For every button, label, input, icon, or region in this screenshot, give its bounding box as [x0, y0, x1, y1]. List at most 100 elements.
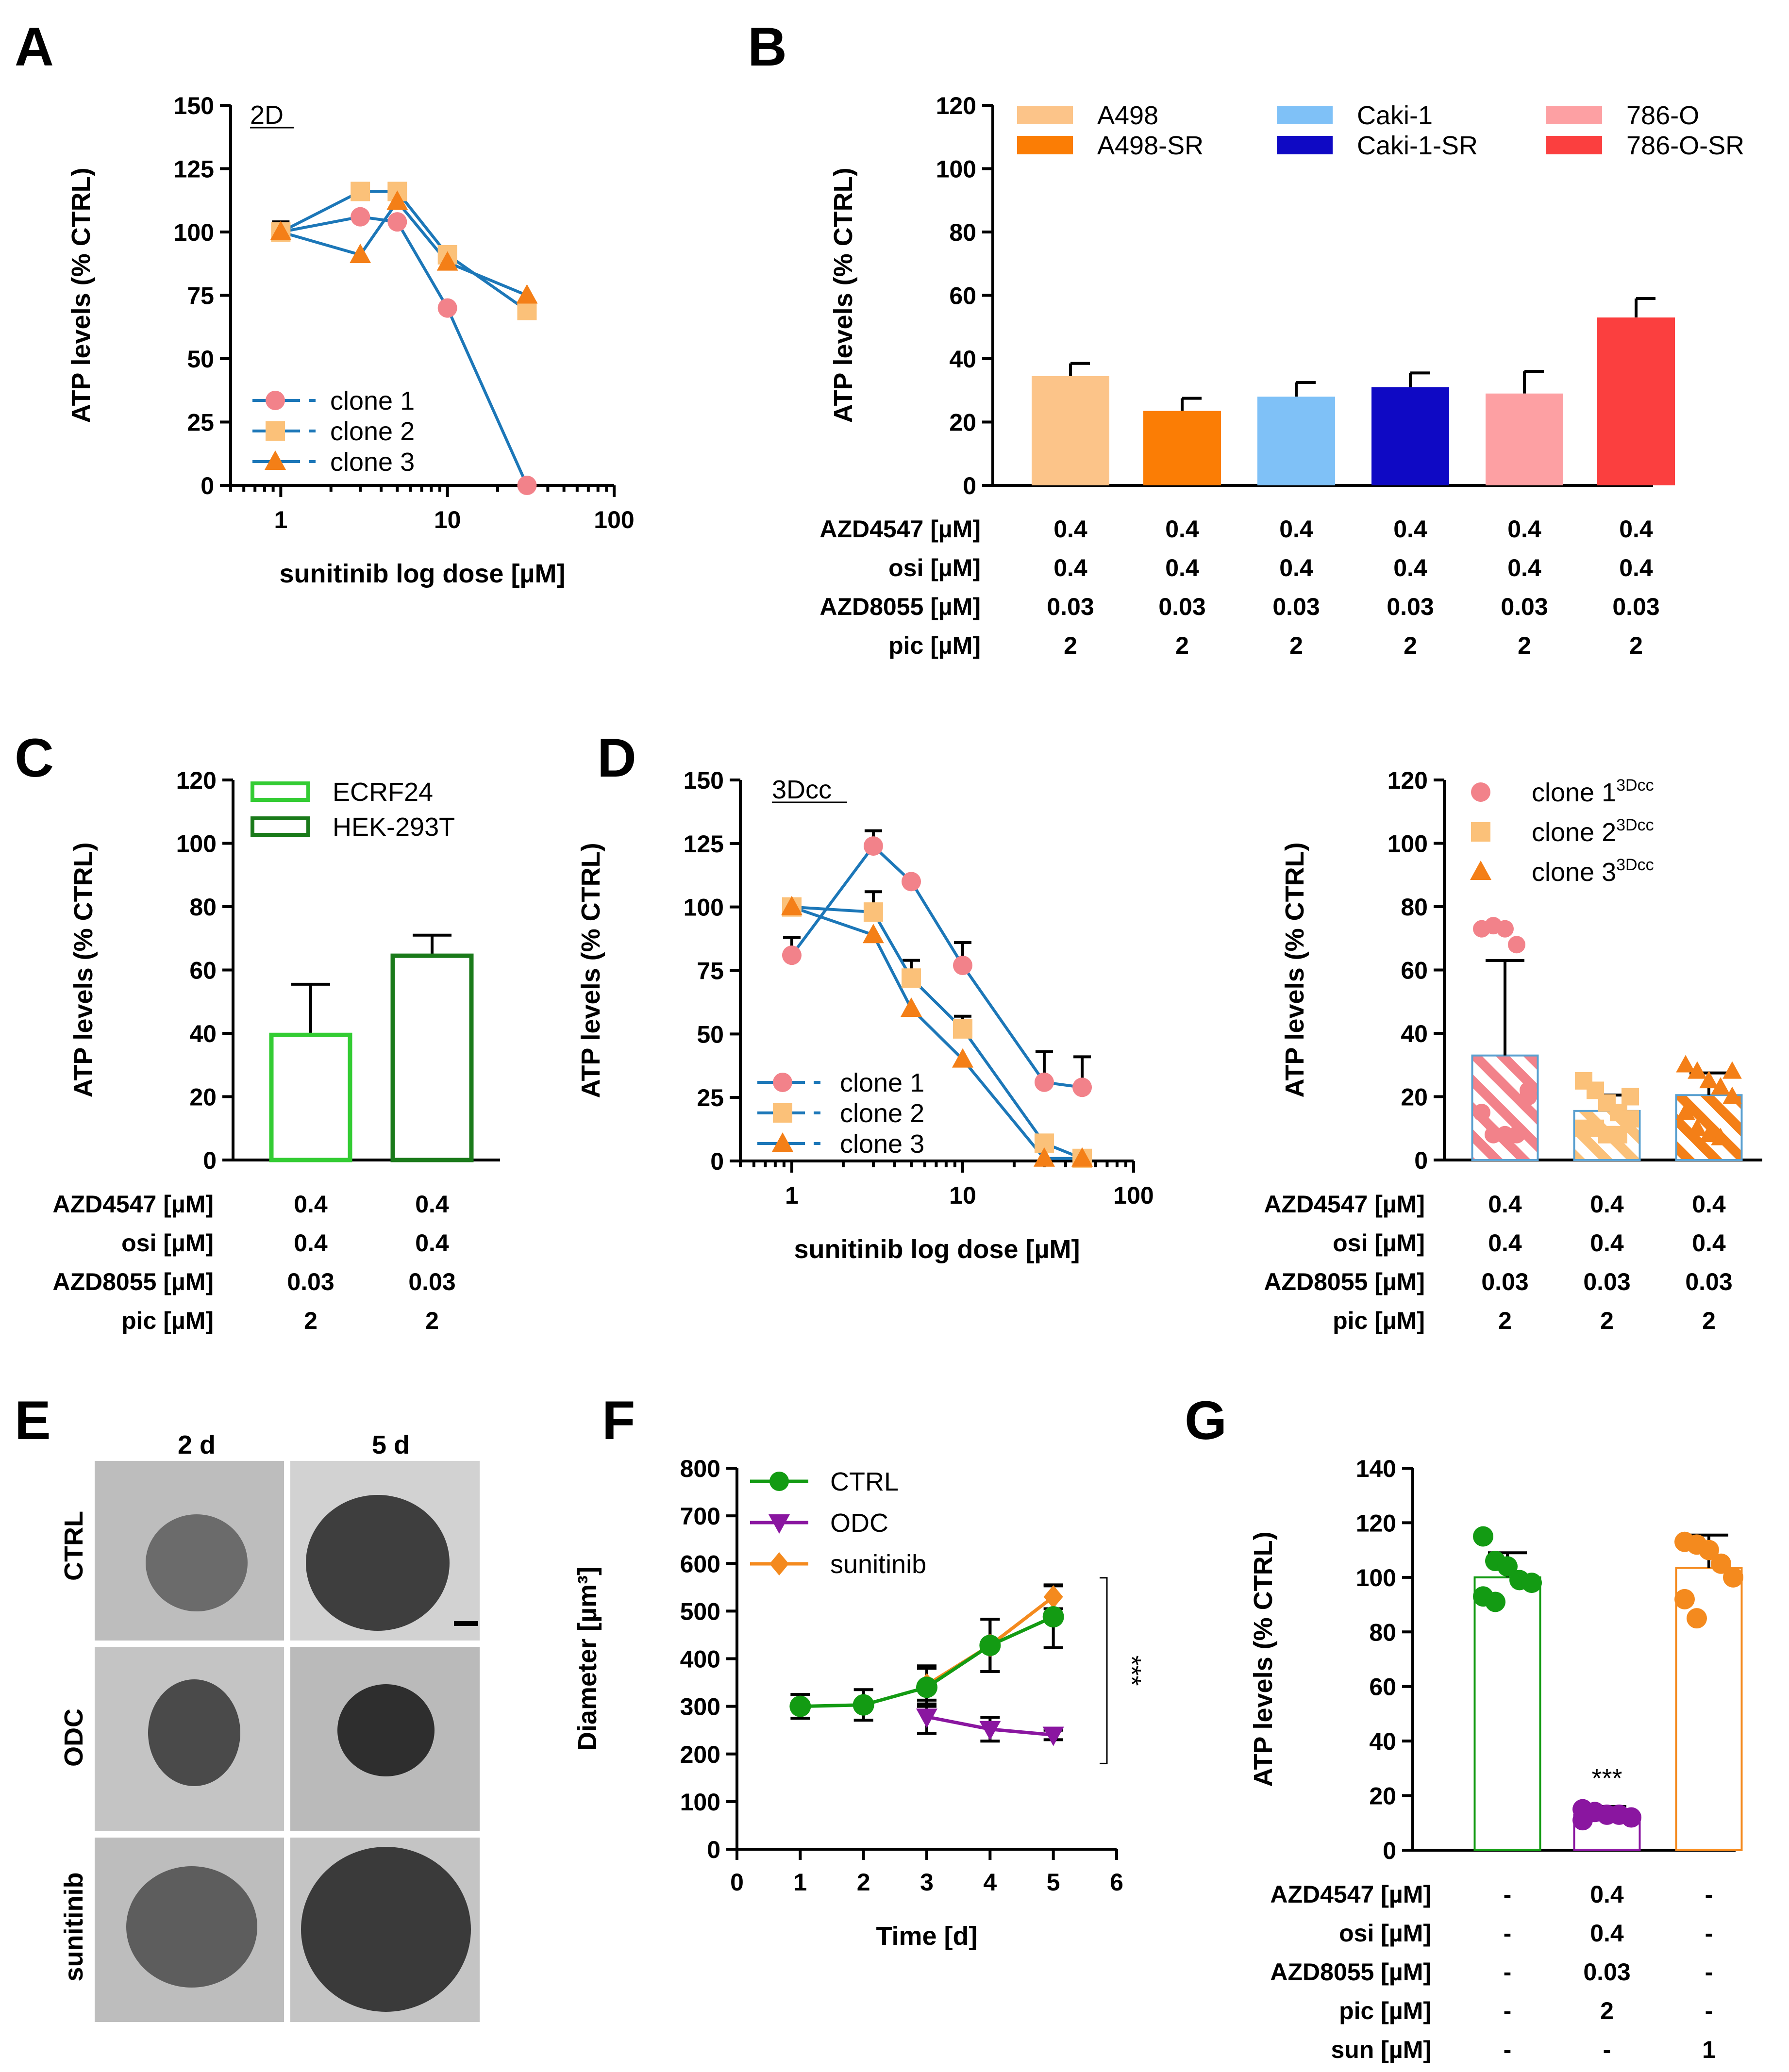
panel-d2-y-tick-label: 20: [1401, 1084, 1428, 1111]
panel-a-y-tick-label: 25: [187, 409, 214, 436]
panel-d2-y-tick-label: 80: [1401, 894, 1428, 921]
panel-d2-treatment-value: 0.4: [1488, 1191, 1522, 1218]
panel-b-treatment-value: 0.03: [1158, 593, 1205, 620]
panel-b-legend-swatch: [1277, 136, 1333, 154]
e-row-label-sunitinib: sunitinib: [59, 1873, 88, 1982]
panel-d2-legend-marker: [1471, 782, 1490, 802]
panel-f-x-tick-label: 0: [730, 1869, 744, 1896]
panel-d1-point-clone-2: [953, 1019, 972, 1039]
panel-d1-x-tick-label: 10: [949, 1182, 976, 1209]
panel-d2-point-clone-2: [1622, 1110, 1639, 1128]
panel-a-point-clone-1: [437, 298, 457, 318]
panel-d2-treatment-value: 2: [1702, 1307, 1716, 1334]
panel-d2-y-tick-label: 100: [1388, 830, 1428, 858]
panel-f-point-ODC: [1042, 1726, 1064, 1746]
panel-d2-chart: 0 20 40 60 80 100 120 ATP levels (% CTRL) clone …: [1264, 767, 1762, 1334]
panel-b-legend-swatch: [1017, 106, 1073, 124]
panel-c-y-tick-label: 20: [189, 1084, 217, 1111]
panel-f-y-tick-label: 500: [680, 1598, 720, 1625]
panel-f-y-tick-label: 300: [680, 1693, 720, 1721]
panel-d2-y-tick-label: 0: [1414, 1147, 1428, 1174]
panel-d2-treatment-value: 0.03: [1685, 1268, 1732, 1295]
panel-a-legend-marker: [266, 421, 285, 441]
panel-b-treatment-value: 0.4: [1393, 554, 1427, 581]
panel-g-treatment-label: AZD8055 [µM]: [1270, 1958, 1431, 1986]
panel-g-point-ODC: [1572, 1810, 1593, 1831]
panel-c-treatment-value: 0.4: [415, 1229, 449, 1257]
panel-a-y-tick-label: 100: [174, 219, 214, 246]
panel-b-legend-swatch: [1546, 106, 1602, 124]
panel-b-treatment-value: 0.4: [1279, 554, 1313, 581]
panel-d1-legend-marker: [773, 1073, 792, 1092]
panel-d2-point-clone-3: [1722, 1086, 1742, 1104]
panel-a-point-clone-3: [350, 243, 371, 263]
panel-b-legend-label: Caki-1: [1357, 101, 1433, 130]
e-spheroid-sunitinib-5d: [301, 1847, 471, 2012]
panel-f-x-tick-label: 4: [983, 1869, 997, 1896]
panel-g-treatment-value: -: [1504, 1920, 1512, 1947]
panel-d2-point-clone-3: [1699, 1125, 1719, 1143]
panel-b-legend-label: 786-O: [1626, 101, 1699, 130]
panel-g-y-tick-label: 80: [1369, 1619, 1396, 1646]
panel-a-x-tick-label: 100: [594, 506, 634, 533]
panel-c-bar-ECRF24: [269, 1032, 352, 1162]
panel-c-treatment-value: 0.4: [415, 1191, 449, 1218]
panel-b-treatment-value: 0.03: [1387, 593, 1434, 620]
panel-d1-point-clone-1: [782, 945, 802, 965]
panel-b-treatment-value: 2: [1629, 632, 1643, 659]
panel-b-bar-786-O: [1486, 393, 1563, 485]
panel-f-point-CTRL: [789, 1695, 811, 1717]
panel-d1-point-clone-2: [902, 968, 921, 988]
panel-b-treatment-value: 0.03: [1047, 593, 1094, 620]
panel-f-significance-label: ***: [1117, 1656, 1146, 1686]
panel-g-treatment-value: -: [1504, 1958, 1512, 1986]
panel-d2-treatment-value: 0.4: [1590, 1191, 1624, 1218]
panel-f-point-ODC: [979, 1721, 1001, 1740]
panel-d2-point-clone-1: [1520, 1088, 1537, 1106]
panel-c-treatment-label: pic [µM]: [121, 1307, 214, 1334]
panel-d2-legend-label: clone 13Dcc: [1532, 776, 1654, 807]
panel-g-point-sun: [1699, 1540, 1719, 1560]
panel-b-treatment-value: 0.4: [1619, 515, 1653, 543]
panel-d1-legend-label: clone 2: [840, 1099, 924, 1128]
panel-b-treatment-value: 0.4: [1165, 554, 1199, 581]
panel-d2-y-tick-label: 40: [1401, 1020, 1428, 1047]
panel-b-bar-786-O-SR: [1597, 317, 1675, 485]
panel-d2-treatment-value: 0.4: [1692, 1229, 1726, 1257]
panel-b-bar-Caki-1: [1257, 397, 1335, 485]
panel-b-treatment-value: 2: [1518, 632, 1531, 659]
panel-g-treatment-label: pic [µM]: [1339, 1997, 1431, 2024]
panel-g-y-axis-label: ATP levels (% CTRL): [1249, 1531, 1278, 1787]
panel-a-point-clone-3: [386, 190, 408, 210]
panel-c-y-tick-label: 100: [176, 830, 217, 858]
panel-d2-treatment-label: AZD4547 [µM]: [1264, 1191, 1425, 1218]
panel-f-y-tick-label: 400: [680, 1646, 720, 1673]
panel-a-point-clone-1: [517, 476, 537, 495]
panel-b-treatment-value: 0.4: [1507, 515, 1541, 543]
panel-d1-y-tick-label: 100: [684, 894, 724, 921]
panel-f-x-tick-label: 3: [920, 1869, 934, 1896]
panel-b-y-tick-label: 60: [949, 282, 976, 310]
panel-g-point-ODC: [1621, 1807, 1641, 1828]
panel-f-point-CTRL: [853, 1694, 874, 1716]
panel-g-treatment-value: 1: [1702, 2036, 1716, 2063]
panel-g-y-tick-label: 120: [1356, 1509, 1396, 1537]
panel-d2-point-clone-1: [1473, 1104, 1490, 1122]
panel-b-legend-label: Caki-1-SR: [1357, 131, 1478, 160]
panel-a-point-clone-3: [270, 221, 292, 240]
e-spheroid-sunitinib-2d: [126, 1866, 257, 1988]
panel-b-y-tick-label: 0: [963, 472, 976, 499]
panel-d1-chart: 0 25 50 75 100 125 150 ATP levels (% CTRL) 1 10 10…: [576, 767, 1154, 1264]
panel-d1-y-tick-label: 75: [697, 958, 724, 985]
panel-d2-point-clone-1: [1508, 1126, 1525, 1144]
panel-b-treatment-value: 2: [1064, 632, 1077, 659]
panel-f-x-tick-label: 6: [1110, 1869, 1123, 1896]
panel-g-y-tick-label: 40: [1369, 1728, 1396, 1755]
panel-d1-y-tick-label: 125: [684, 830, 724, 858]
panel-b-treatment-value: 2: [1175, 632, 1189, 659]
panel-d1-point-clone-3: [901, 997, 922, 1017]
panel-d1-point-clone-3: [952, 1048, 973, 1068]
panel-letter-c: C: [15, 728, 54, 788]
panel-f-y-axis-label: Diameter [µm³]: [573, 1567, 602, 1751]
panel-b-treatment-value: 0.4: [1053, 554, 1087, 581]
